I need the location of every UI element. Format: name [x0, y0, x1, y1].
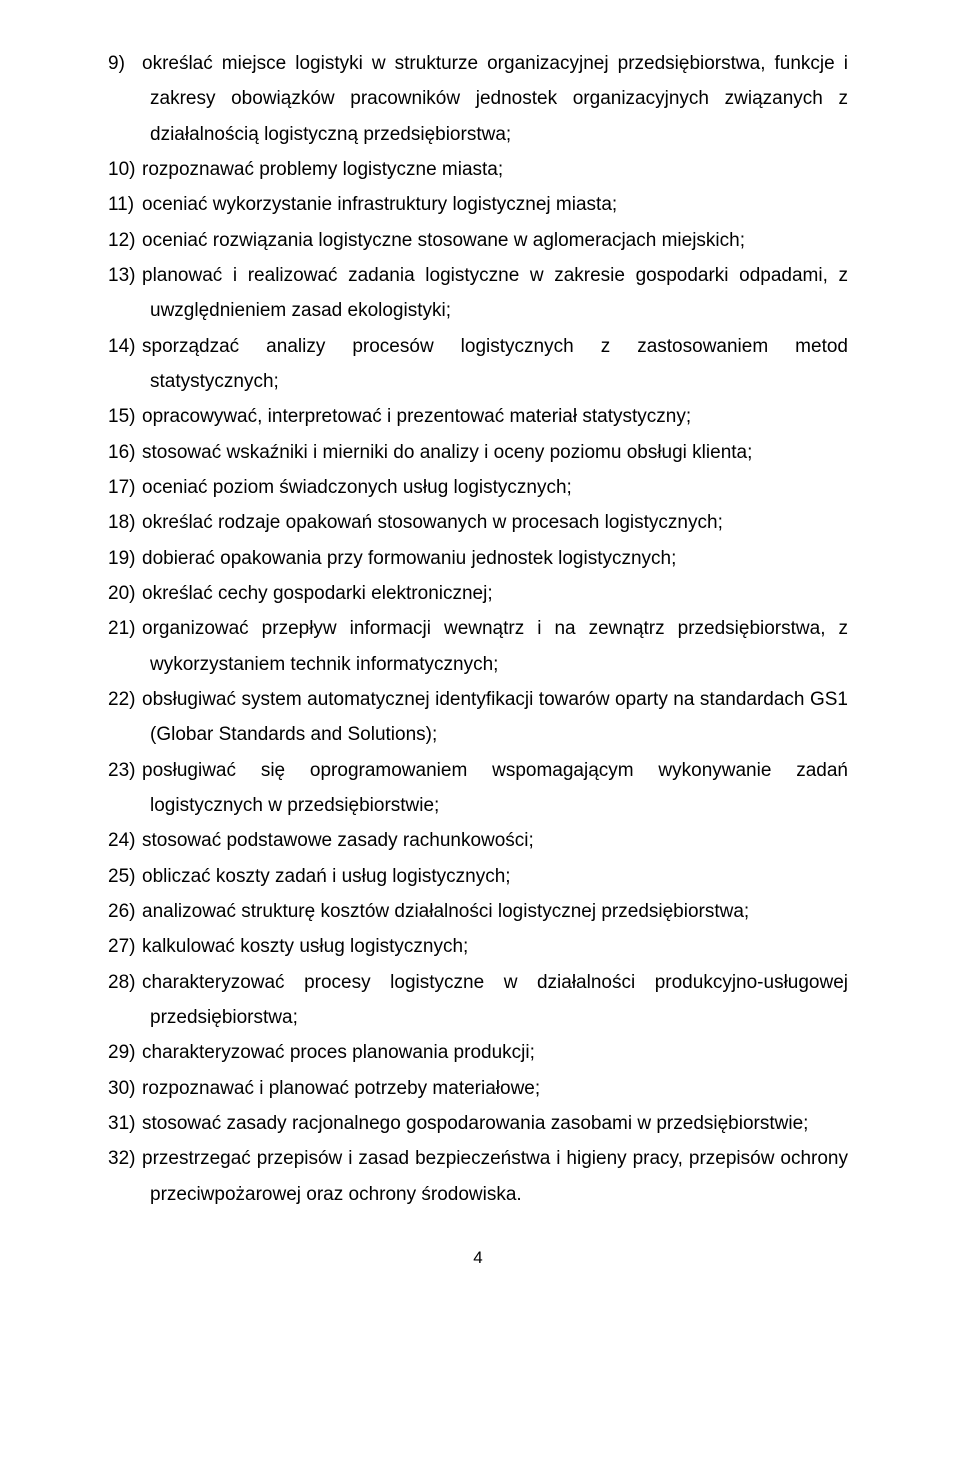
list-item-text: przestrzegać przepisów i zasad bezpiecze… — [142, 1148, 848, 1204]
list-item: oceniać rozwiązania logistyczne stosowan… — [108, 223, 848, 258]
list-item: stosować wskaźniki i mierniki do analizy… — [108, 435, 848, 470]
list-item: charakteryzować proces planowania produk… — [108, 1035, 848, 1070]
list-item: obsługiwać system automatycznej identyfi… — [108, 682, 848, 753]
list-item: określać miejsce logistyki w strukturze … — [108, 46, 848, 152]
list-item-text: stosować zasady racjonalnego gospodarowa… — [142, 1113, 808, 1134]
list-item-text: rozpoznawać problemy logistyczne miasta; — [142, 159, 503, 180]
numbered-list: określać miejsce logistyki w strukturze … — [108, 46, 848, 1212]
list-item: określać cechy gospodarki elektronicznej… — [108, 576, 848, 611]
list-item-text: obsługiwać system automatycznej identyfi… — [142, 689, 848, 745]
document-page: określać miejsce logistyki w strukturze … — [0, 0, 960, 1313]
list-item: charakteryzować procesy logistyczne w dz… — [108, 965, 848, 1036]
list-item-text: organizować przepływ informacji wewnątrz… — [142, 618, 848, 674]
list-item-text: dobierać opakowania przy formowaniu jedn… — [142, 548, 676, 569]
list-item: opracowywać, interpretować i prezentować… — [108, 399, 848, 434]
list-item-text: określać miejsce logistyki w strukturze … — [142, 53, 848, 145]
list-item-text: obliczać koszty zadań i usług logistyczn… — [142, 866, 511, 887]
list-item-text: stosować wskaźniki i mierniki do analizy… — [142, 442, 752, 463]
list-item: rozpoznawać problemy logistyczne miasta; — [108, 152, 848, 187]
list-item-text: oceniać wykorzystanie infrastruktury log… — [142, 194, 617, 215]
list-item: stosować zasady racjonalnego gospodarowa… — [108, 1106, 848, 1141]
list-item: stosować podstawowe zasady rachunkowości… — [108, 823, 848, 858]
list-item: organizować przepływ informacji wewnątrz… — [108, 611, 848, 682]
list-item-text: określać cechy gospodarki elektronicznej… — [142, 583, 493, 604]
list-item-text: określać rodzaje opakowań stosowanych w … — [142, 512, 723, 533]
list-item: oceniać wykorzystanie infrastruktury log… — [108, 187, 848, 222]
list-item-text: opracowywać, interpretować i prezentować… — [142, 406, 691, 427]
list-item-text: planować i realizować zadania logistyczn… — [142, 265, 848, 321]
list-item: przestrzegać przepisów i zasad bezpiecze… — [108, 1141, 848, 1212]
list-item: posługiwać się oprogramowaniem wspomagaj… — [108, 753, 848, 824]
list-item-text: posługiwać się oprogramowaniem wspomagaj… — [142, 760, 848, 816]
list-item: określać rodzaje opakowań stosowanych w … — [108, 505, 848, 540]
list-item-text: oceniać poziom świadczonych usług logist… — [142, 477, 572, 498]
list-item: rozpoznawać i planować potrzeby materiał… — [108, 1071, 848, 1106]
list-item: planować i realizować zadania logistyczn… — [108, 258, 848, 329]
list-item: sporządzać analizy procesów logistycznyc… — [108, 329, 848, 400]
list-item: analizować strukturę kosztów działalnośc… — [108, 894, 848, 929]
list-item-text: oceniać rozwiązania logistyczne stosowan… — [142, 230, 745, 251]
list-item-text: stosować podstawowe zasady rachunkowości… — [142, 830, 534, 851]
list-item-text: charakteryzować procesy logistyczne w dz… — [142, 972, 848, 1028]
list-item: oceniać poziom świadczonych usług logist… — [108, 470, 848, 505]
list-item-text: rozpoznawać i planować potrzeby materiał… — [142, 1078, 540, 1099]
page-number: 4 — [108, 1242, 848, 1274]
list-item-text: kalkulować koszty usług logistycznych; — [142, 936, 468, 957]
list-item-text: analizować strukturę kosztów działalnośc… — [142, 901, 749, 922]
list-item: obliczać koszty zadań i usług logistyczn… — [108, 859, 848, 894]
list-item-text: charakteryzować proces planowania produk… — [142, 1042, 535, 1063]
list-item-text: sporządzać analizy procesów logistycznyc… — [142, 336, 848, 392]
list-item: dobierać opakowania przy formowaniu jedn… — [108, 541, 848, 576]
list-item: kalkulować koszty usług logistycznych; — [108, 929, 848, 964]
